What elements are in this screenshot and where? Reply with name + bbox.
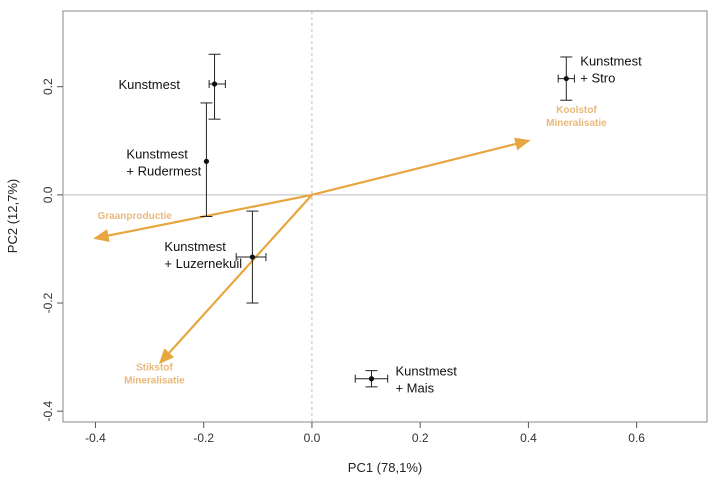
x-axis-ticks: -0.4 -0.2 0.0 0.2 0.4 0.6	[85, 422, 645, 445]
loading-arrow-label: Stikstof	[136, 363, 173, 374]
data-points: Kunstmest Kunstmest + Rudermest Kunstmest + …	[119, 54, 643, 396]
x-tick-label: 0.2	[412, 431, 429, 445]
loading-arrow-label: Graanproductie	[97, 211, 172, 222]
data-point-label: Kunstmest	[164, 239, 226, 254]
x-axis-label: PC1 (78,1%)	[348, 460, 422, 475]
x-tick-label: -0.2	[193, 431, 214, 445]
data-point	[563, 75, 569, 82]
y-tick-label: -0.4	[41, 401, 55, 422]
y-axis-ticks: -0.4 -0.2 0.0 0.2	[41, 78, 63, 422]
loading-arrow-label: Mineralisatie	[124, 376, 185, 387]
data-point-label: Kunstmest	[580, 54, 642, 69]
data-point-label: Kunstmest	[126, 146, 188, 161]
data-point	[203, 158, 210, 164]
data-point-label: + Mais	[395, 381, 434, 396]
loading-arrow-label: Mineralisatie	[546, 118, 607, 129]
data-point	[249, 254, 256, 260]
x-tick-label: 0.4	[520, 431, 537, 445]
data-point-label: + Rudermest	[126, 163, 201, 178]
y-tick-label: 0.0	[41, 186, 55, 203]
data-point-label: + Stro	[580, 71, 615, 86]
loading-arrow-label: Koolstof	[556, 105, 597, 116]
x-tick-label: 0.6	[628, 431, 645, 445]
loading-arrows: Graanproductie Stikstof Mineralisatie Kools…	[93, 105, 607, 387]
y-tick-label: -0.2	[41, 292, 55, 313]
data-point-label: Kunstmest	[119, 77, 181, 92]
data-point	[368, 376, 375, 382]
loading-arrow	[311, 137, 531, 196]
y-tick-label: 0.2	[41, 78, 55, 95]
data-point-label: Kunstmest	[395, 364, 457, 379]
loading-arrow	[158, 194, 313, 365]
reference-lines	[63, 11, 707, 422]
x-tick-label: 0.0	[304, 431, 321, 445]
data-point	[211, 81, 218, 87]
y-axis-label: PC2 (12,7%)	[5, 179, 20, 253]
x-tick-label: -0.4	[85, 431, 106, 445]
data-point-label: + Luzernekuil	[164, 256, 242, 271]
